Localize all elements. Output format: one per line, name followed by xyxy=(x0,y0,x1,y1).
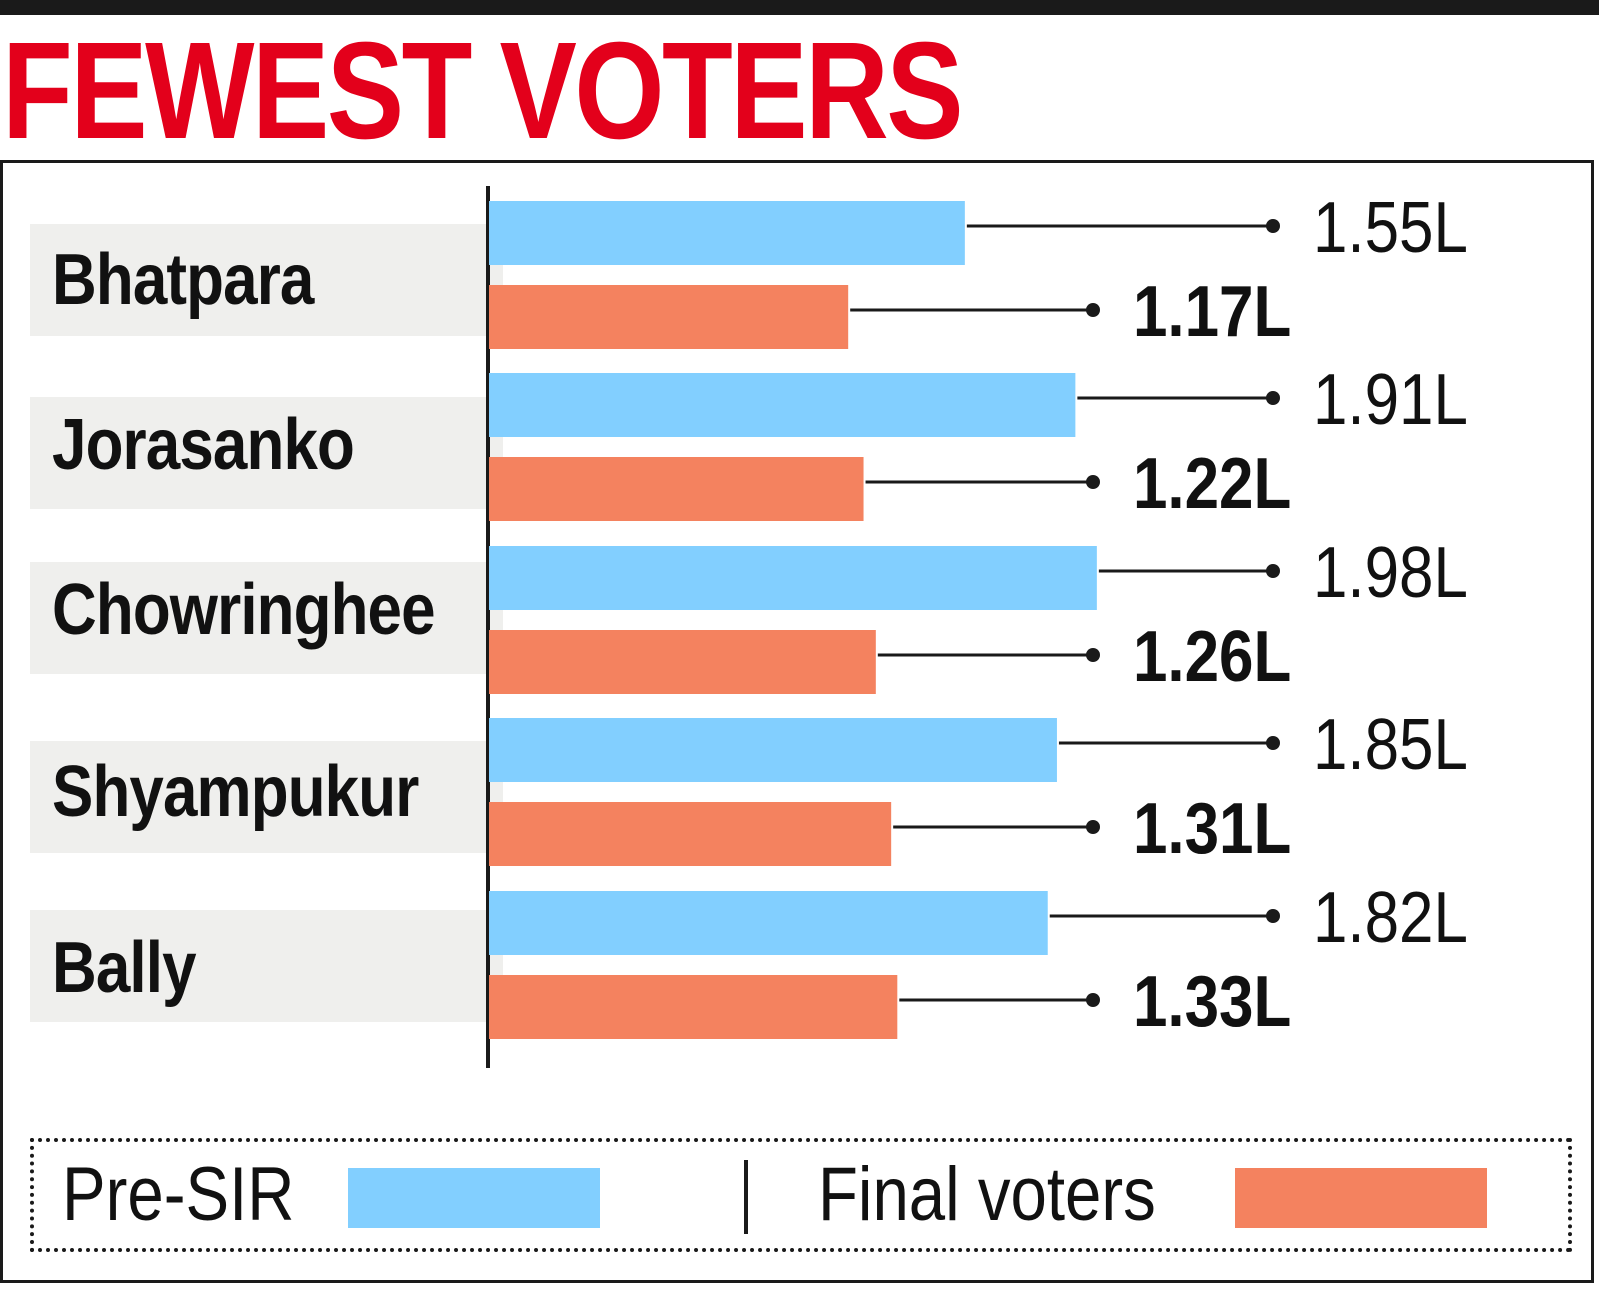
leader-dot-final-voters-bally xyxy=(1086,993,1100,1007)
value-label-pre-sir-jorasanko: 1.91L xyxy=(1313,360,1468,440)
value-label-final-voters-shyampukur: 1.31L xyxy=(1133,789,1291,869)
bar-pre-sir-chowringhee xyxy=(489,546,1097,610)
leader-dot-pre-sir-jorasanko xyxy=(1266,391,1280,405)
legend-separator xyxy=(744,1160,748,1234)
category-label-shyampukur: Shyampukur xyxy=(52,752,419,832)
legend-label-final-voters: Final voters xyxy=(818,1152,1156,1237)
category-label-chowringhee: Chowringhee xyxy=(52,570,436,650)
bar-final-voters-jorasanko xyxy=(489,457,864,521)
leader-dot-pre-sir-bally xyxy=(1266,909,1280,923)
value-label-final-voters-bhatpara: 1.17L xyxy=(1133,272,1291,352)
bar-final-voters-shyampukur xyxy=(489,802,892,866)
legend xyxy=(30,1138,1572,1252)
legend-label-pre-sir: Pre-SIR xyxy=(62,1152,295,1237)
bar-pre-sir-bally xyxy=(489,891,1048,955)
bar-pre-sir-jorasanko xyxy=(489,373,1076,437)
leader-dot-final-voters-jorasanko xyxy=(1086,475,1100,489)
bar-pre-sir-bhatpara xyxy=(489,201,965,265)
leader-dot-final-voters-shyampukur xyxy=(1086,820,1100,834)
leader-dot-final-voters-bhatpara xyxy=(1086,303,1100,317)
top-rule xyxy=(0,0,1599,15)
category-label-bg xyxy=(30,562,503,674)
legend-swatch-final-voters xyxy=(1235,1168,1487,1228)
chart-title: FEWEST VOTERS xyxy=(2,14,964,168)
value-label-final-voters-jorasanko: 1.22L xyxy=(1133,444,1291,524)
category-label-bg xyxy=(30,910,503,1022)
leader-dot-pre-sir-shyampukur xyxy=(1266,736,1280,750)
chart-frame xyxy=(0,160,1594,1283)
value-label-pre-sir-shyampukur: 1.85L xyxy=(1313,705,1468,785)
value-label-pre-sir-bally: 1.82L xyxy=(1313,878,1468,958)
bar-final-voters-bhatpara xyxy=(489,285,849,349)
value-label-pre-sir-chowringhee: 1.98L xyxy=(1313,533,1468,613)
leader-dot-final-voters-chowringhee xyxy=(1086,648,1100,662)
bar-pre-sir-shyampukur xyxy=(489,718,1057,782)
legend-swatch-pre-sir xyxy=(348,1168,600,1228)
category-label-bg xyxy=(30,224,503,336)
value-label-final-voters-bally: 1.33L xyxy=(1133,962,1291,1042)
bar-final-voters-chowringhee xyxy=(489,630,876,694)
bar-final-voters-bally xyxy=(489,975,898,1039)
category-label-bhatpara: Bhatpara xyxy=(52,240,314,320)
category-label-bally: Bally xyxy=(52,928,197,1008)
value-label-final-voters-chowringhee: 1.26L xyxy=(1133,617,1291,697)
leader-dot-pre-sir-bhatpara xyxy=(1266,219,1280,233)
category-label-bg xyxy=(30,741,503,853)
category-label-jorasanko: Jorasanko xyxy=(52,405,355,485)
value-label-pre-sir-bhatpara: 1.55L xyxy=(1313,188,1468,268)
category-label-bg xyxy=(30,397,503,509)
leader-dot-pre-sir-chowringhee xyxy=(1266,564,1280,578)
